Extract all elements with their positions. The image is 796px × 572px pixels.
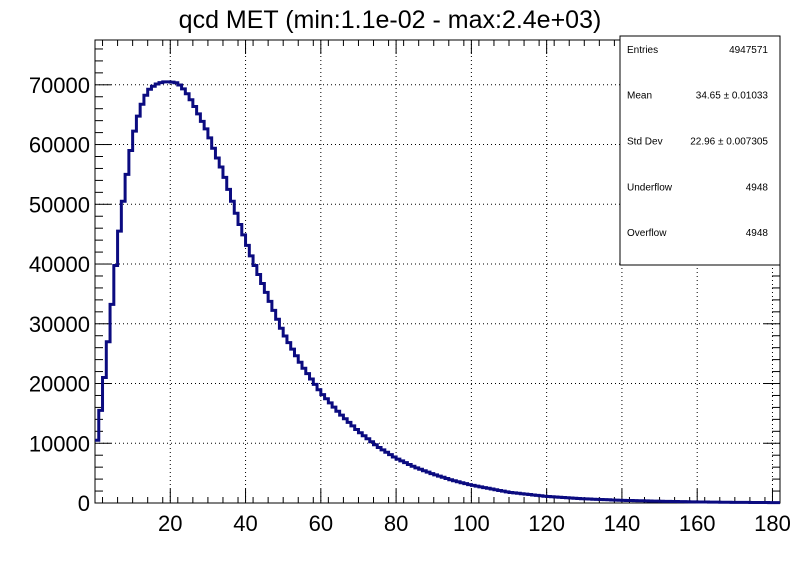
y-tick-label: 0 (78, 491, 90, 516)
x-tick-label: 100 (453, 511, 490, 536)
stats-label: Mean (627, 91, 652, 102)
stats-value: 4947571 (729, 45, 768, 56)
x-tick-label: 180 (754, 511, 791, 536)
histogram-series-line (95, 80, 780, 505)
stats-value: 4948 (746, 228, 769, 239)
x-tick-label: 60 (309, 511, 333, 536)
x-tick-label: 160 (679, 511, 716, 536)
stats-label: Std Dev (627, 137, 663, 148)
x-tick-label: 80 (384, 511, 408, 536)
y-tick-label: 20000 (29, 372, 90, 397)
stats-label: Entries (627, 45, 658, 56)
x-tick-label: 40 (233, 511, 257, 536)
y-tick-label: 50000 (29, 192, 90, 217)
stats-label: Underflow (627, 182, 673, 193)
y-tick-label: 60000 (29, 133, 90, 158)
plot-area: 20 40 60 80 100 120 140 160 180 0 10000 20000 30000 4… (29, 39, 791, 536)
stats-value: 22.96 ± 0.007305 (690, 137, 768, 148)
x-tick-label: 120 (528, 511, 565, 536)
stats-box: Entries 4947571 Mean 34.65 ± 0.01033 Std Dev… (619, 35, 781, 266)
stats-value: 34.65 ± 0.01033 (696, 91, 769, 102)
x-tick-label: 140 (604, 511, 641, 536)
y-tick-label: 30000 (29, 312, 90, 337)
chart-title: qcd MET (min:1.1e-02 - max:2.4e+03) (179, 6, 602, 34)
plot-frame (94, 39, 781, 504)
stats-value: 4948 (746, 182, 769, 193)
x-tick-label: 20 (158, 511, 182, 536)
stats-box-frame (619, 35, 781, 266)
y-tick-label: 40000 (29, 252, 90, 277)
stats-label: Overflow (627, 228, 667, 239)
y-tick-label: 70000 (29, 73, 90, 98)
y-tick-label: 10000 (29, 431, 90, 456)
